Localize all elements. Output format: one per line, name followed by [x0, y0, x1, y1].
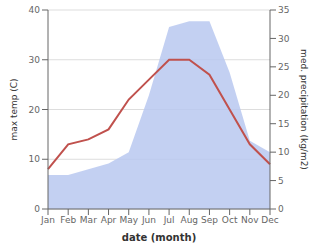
svg-text:30: 30 [29, 55, 41, 65]
svg-text:40: 40 [29, 5, 41, 15]
svg-text:Jan: Jan [40, 215, 55, 225]
svg-text:25: 25 [278, 62, 289, 72]
svg-text:date (month): date (month) [122, 232, 196, 243]
svg-text:max temp (C): max temp (C) [9, 78, 19, 140]
svg-text:Mar: Mar [80, 215, 97, 225]
svg-text:30: 30 [278, 34, 290, 44]
svg-text:5: 5 [278, 176, 284, 186]
svg-text:Oct: Oct [222, 215, 238, 225]
svg-text:Jul: Jul [163, 215, 175, 225]
svg-text:Aug: Aug [180, 215, 198, 225]
svg-text:med. precipitation (kg/m2): med. precipitation (kg/m2) [299, 49, 309, 170]
svg-text:10: 10 [29, 154, 41, 164]
svg-text:20: 20 [29, 105, 41, 115]
svg-text:0: 0 [278, 204, 284, 214]
svg-text:10: 10 [278, 147, 290, 157]
svg-text:15: 15 [278, 119, 289, 129]
svg-text:Nov: Nov [241, 215, 259, 225]
svg-text:20: 20 [278, 90, 290, 100]
svg-text:May: May [119, 215, 138, 225]
svg-text:0: 0 [34, 204, 40, 214]
svg-text:Feb: Feb [60, 215, 76, 225]
svg-text:35: 35 [278, 5, 289, 15]
svg-text:Sep: Sep [201, 215, 218, 225]
svg-text:Dec: Dec [261, 215, 278, 225]
svg-text:Apr: Apr [101, 215, 117, 225]
svg-text:Jun: Jun [141, 215, 156, 225]
